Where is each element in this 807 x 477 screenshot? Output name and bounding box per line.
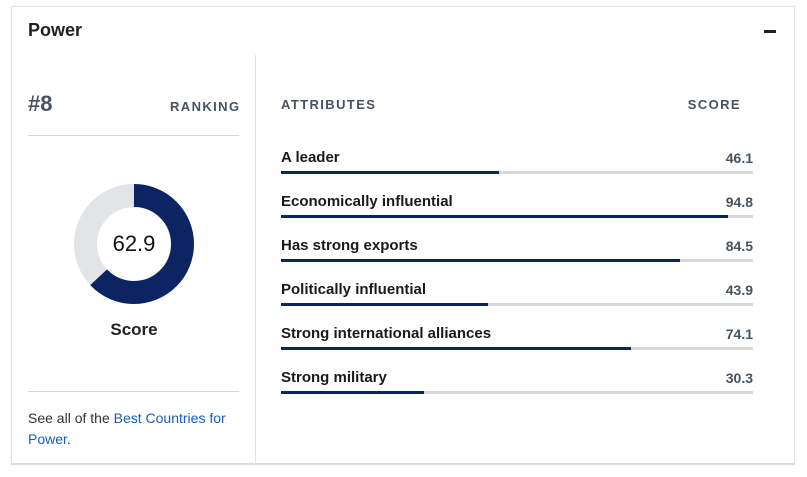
attribute-bar-track — [281, 347, 753, 350]
panel-bottom-border — [11, 463, 795, 465]
column-divider — [255, 55, 256, 465]
attribute-bar-fill — [281, 391, 425, 394]
attribute-row: Has strong exports 84.5 — [281, 237, 753, 267]
score-label: Score — [110, 320, 158, 339]
attribute-bar-track — [281, 215, 753, 218]
attribute-row: Economically influential 94.8 — [281, 193, 753, 223]
attribute-label: Economically influential — [281, 193, 453, 210]
attribute-bar-track — [281, 391, 753, 394]
attribute-bar-fill — [281, 171, 499, 174]
attribute-bar-fill — [281, 215, 729, 218]
score-divider — [28, 391, 239, 392]
attribute-bar-track — [281, 259, 753, 262]
best-countries-link[interactable]: Best Countries for Power — [28, 410, 226, 447]
attribute-row: A leader 46.1 — [281, 149, 753, 179]
score-header: SCORE — [687, 97, 741, 112]
attribute-row: Strong military 30.3 — [281, 369, 753, 399]
ranking-label: RANKING — [170, 99, 241, 114]
attribute-score: 74.1 — [725, 326, 753, 342]
attribute-score: 84.5 — [725, 238, 753, 254]
attribute-bar-track — [281, 171, 753, 174]
attribute-score: 30.3 — [725, 370, 753, 386]
panel-title: Power — [28, 20, 83, 40]
attribute-score: 43.9 — [725, 282, 753, 298]
ranking-value: #8 — [28, 91, 53, 116]
score-donut-chart: 62.9 — [74, 184, 194, 304]
see-all-text: See all of the Best Countries for Power. — [28, 408, 238, 450]
attribute-bar-fill — [281, 259, 680, 262]
score-value: 62.9 — [112, 231, 156, 256]
attribute-row: Politically influential 43.9 — [281, 281, 753, 311]
see-all-prefix: See all of the — [28, 410, 114, 426]
donut-fill — [74, 184, 194, 304]
attribute-row: Strong international alliances 74.1 — [281, 325, 753, 355]
attribute-label: Politically influential — [281, 281, 427, 298]
attribute-score: 94.8 — [725, 194, 753, 210]
attribute-bar-track — [281, 303, 753, 306]
collapse-minus-icon[interactable]: minus-icon — [764, 30, 776, 33]
attribute-score: 46.1 — [725, 150, 753, 166]
power-panel: Power minus-icon #8 RANKING 62.9 Score S… — [11, 6, 795, 465]
ranking-divider — [28, 135, 239, 136]
see-all-suffix: . — [66, 431, 71, 447]
attribute-bar-fill — [281, 347, 631, 350]
attribute-label: Strong military — [281, 369, 387, 386]
attribute-label: Strong international alliances — [281, 325, 492, 342]
attributes-header: ATTRIBUTES — [281, 97, 377, 112]
attribute-label: A leader — [281, 149, 340, 166]
attribute-bar-fill — [281, 303, 489, 306]
attribute-label: Has strong exports — [281, 237, 418, 254]
